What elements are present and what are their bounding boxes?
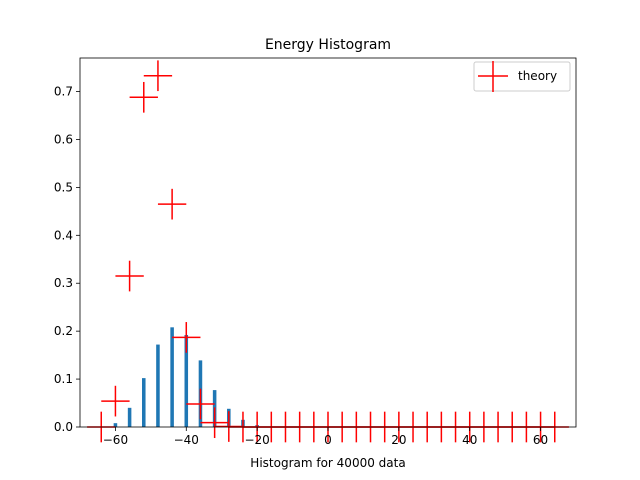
plot-area: [79, 57, 577, 443]
x-tick-label: −20: [244, 433, 269, 447]
bar: [170, 327, 174, 427]
bar: [142, 378, 146, 427]
bar: [127, 407, 132, 427]
theory-point: [200, 407, 229, 439]
y-tick-label: 0.3: [54, 276, 73, 290]
x-axis: −60 −40 −20 0 20 40 60: [103, 427, 548, 447]
y-tick-label: 0.7: [54, 85, 73, 99]
legend-label-theory: theory: [518, 69, 557, 83]
x-axis-label: Histogram for 40000 data: [250, 456, 405, 470]
x-tick-label: 0: [324, 433, 332, 447]
theory-point: [186, 388, 215, 420]
theory-point: [172, 322, 201, 353]
theory-point: [115, 260, 144, 292]
legend-box: [473, 61, 571, 92]
bar: [184, 334, 189, 427]
bar: [113, 423, 118, 427]
theory-point: [129, 81, 158, 113]
bar: [156, 344, 160, 427]
y-tick-label: 0.4: [54, 228, 73, 242]
chart-title: Energy Histogram: [265, 37, 391, 53]
y-tick-label: 0.0: [54, 420, 73, 434]
x-tick-label: −60: [103, 433, 128, 447]
y-axis: 0.0 0.1 0.2 0.3 0.4 0.5 0.6 0.7: [54, 85, 80, 434]
y-tick-label: 0.2: [54, 324, 73, 338]
x-tick-label: 60: [533, 433, 548, 447]
legend: theory: [473, 61, 571, 92]
x-tick-label: −40: [174, 433, 199, 447]
y-tick-label: 0.1: [54, 372, 73, 386]
theory-point: [157, 188, 187, 220]
y-tick-label: 0.6: [54, 132, 73, 146]
theory-point: [101, 385, 130, 417]
x-tick-label: 40: [462, 433, 477, 447]
y-tick-label: 0.5: [54, 180, 73, 194]
x-tick-label: 20: [391, 433, 406, 447]
theory-point: [143, 60, 173, 92]
